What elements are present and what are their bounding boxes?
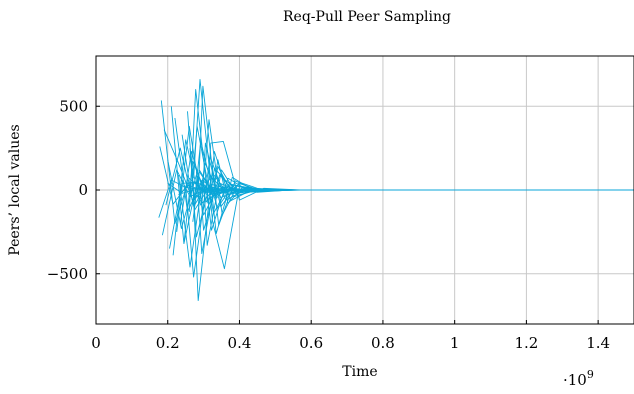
series-line-35	[212, 185, 634, 199]
series-line-12	[176, 125, 634, 232]
y-tick-label: −500	[47, 265, 88, 283]
series-line-24	[193, 79, 634, 235]
y-axis: −500 0 500	[47, 97, 100, 283]
series-line-32	[206, 140, 634, 204]
x-tick-label: 0.2	[156, 334, 180, 352]
series-line-36	[213, 159, 634, 204]
series-line-2	[159, 146, 634, 205]
x-tick-label: 1	[450, 334, 460, 352]
series-line-31	[204, 119, 634, 216]
series-line-33	[208, 182, 634, 270]
x-axis-title: Time	[342, 364, 377, 380]
x-scale-base: ·10	[563, 371, 587, 389]
series-line-23	[192, 169, 634, 222]
series-line-21	[190, 125, 634, 214]
x-tick-label: 0.6	[299, 334, 323, 352]
series-line-16	[183, 161, 634, 244]
series-line-13	[178, 162, 634, 268]
y-tick-label: 0	[78, 181, 88, 199]
x-tick-label: 1.2	[514, 334, 538, 352]
series-line-29	[201, 142, 634, 208]
y-tick-label: 500	[59, 97, 88, 115]
series-line-30	[203, 169, 634, 246]
x-tick-label: 1.4	[586, 334, 610, 352]
chart-title: Req-Pull Peer Sampling	[283, 9, 451, 25]
series-line-38	[178, 181, 634, 196]
x-axis: 0 0.2 0.4 0.6 0.8 1 1.2 1.4	[91, 320, 610, 352]
series-line-10	[172, 139, 634, 256]
x-tick-label: 0	[91, 334, 101, 352]
x-scale-label: ·109	[563, 368, 594, 389]
series-line-3	[160, 100, 634, 224]
series-line-4	[161, 169, 634, 236]
series-line-28	[199, 174, 634, 231]
series-line-9	[170, 106, 634, 245]
series-line-6	[165, 147, 634, 211]
series-layer	[158, 79, 634, 302]
series-line-27	[197, 85, 634, 226]
y-axis-title: Peers’ local values	[7, 124, 23, 255]
series-line-17	[185, 156, 634, 278]
series-line-22	[191, 151, 634, 302]
series-line-19	[188, 89, 634, 231]
series-line-25	[194, 140, 634, 209]
series-line-26	[195, 166, 634, 255]
x-scale-exponent: 9	[587, 368, 594, 381]
x-tick-label: 0.8	[371, 334, 395, 352]
x-tick-label: 0.4	[228, 334, 252, 352]
